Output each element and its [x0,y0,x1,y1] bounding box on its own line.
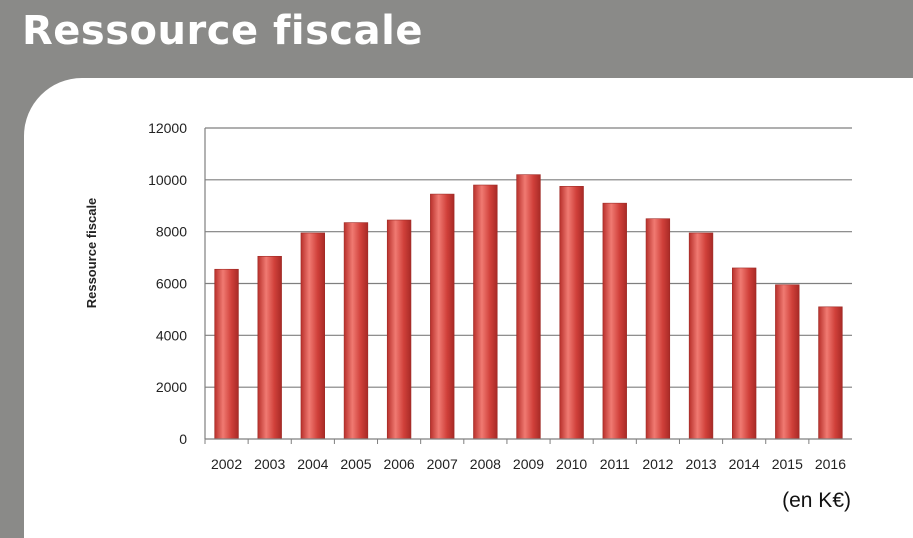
axes: 0 2000 4000 6000 8000 10000 12000 2002 2003 2004 2… [148,120,852,472]
x-tick-label: 2010 [556,456,587,472]
x-tick-label: 2013 [685,456,716,472]
bar [559,186,584,440]
bar [645,218,671,440]
x-tick-label: 2012 [642,456,673,472]
bar [602,202,627,440]
chart-card [24,78,913,538]
x-tick-label: 2002 [211,456,242,472]
bar-chart: 0 2000 4000 6000 8000 10000 12000 2002 2003 2004 2… [84,120,852,472]
x-tick-label: 2016 [815,456,846,472]
x-tick-label: 2015 [772,456,803,472]
bar [473,184,498,440]
unit-note: (en K€) [782,489,851,512]
bar [257,255,282,440]
y-tick-label: 8000 [156,224,187,240]
y-tick-label: 4000 [156,327,187,343]
x-tick-label: 2005 [340,456,371,472]
bar [818,306,843,440]
y-tick-label: 2000 [156,379,187,395]
x-tick-label: 2007 [427,456,458,472]
x-tick-label: 2009 [513,456,544,472]
bar [516,174,541,440]
x-tick-label: 2004 [297,456,328,472]
x-tick-label: 2003 [254,456,285,472]
bar [732,267,757,440]
y-tick-label: 6000 [156,276,187,292]
y-axis-label: Ressource fiscale [84,198,99,309]
x-tick-label: 2008 [470,456,501,472]
bar [688,232,714,440]
y-tick-label: 12000 [148,120,187,136]
bar [300,232,325,440]
page-header: Ressource fiscale [0,0,913,78]
bars [214,174,843,440]
bar [214,268,239,440]
page-title: Ressource fiscale [22,8,423,54]
bar [775,284,800,440]
y-tick-label: 0 [179,431,187,447]
x-tick-label: 2014 [729,456,760,472]
bar [386,219,412,440]
x-tick-label: 2006 [384,456,415,472]
bar [430,193,455,440]
bar [343,222,369,440]
y-tick-label: 10000 [148,172,187,188]
x-tick-label: 2011 [600,456,630,472]
